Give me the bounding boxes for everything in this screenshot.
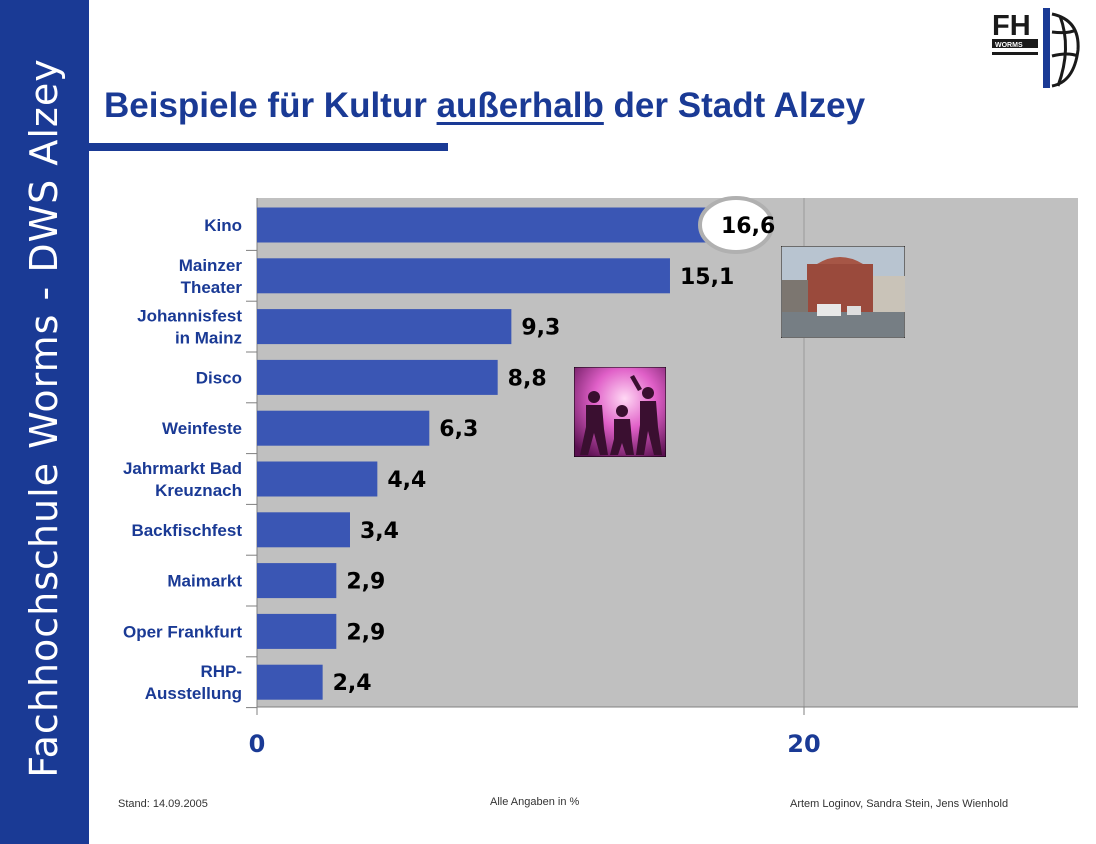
- value-label-7: 2,9: [346, 570, 385, 595]
- bar-3: [257, 359, 498, 395]
- bar-7: [257, 563, 337, 599]
- category-label-1: Mainzer Theater: [179, 256, 243, 297]
- highlight-ring: [698, 196, 775, 254]
- bar-4: [257, 410, 430, 446]
- category-label-4: Weinfeste: [162, 419, 242, 438]
- logo-band: [992, 39, 1038, 48]
- logo-text: FH: [992, 10, 1031, 42]
- disco-photo: [574, 367, 666, 457]
- title-part-3: der Stadt Alzey: [603, 86, 866, 125]
- footer-note: Alle Angaben in %: [490, 796, 580, 808]
- bar-6: [257, 512, 350, 548]
- chart-marks: 16,6 Kino 15,1 Mainzer Theater 9,3 Johannisfes…: [123, 196, 775, 709]
- value-label-6: 3,4: [360, 519, 399, 544]
- value-label-2: 9,3: [521, 316, 560, 341]
- category-label-8: Oper Frankfurt: [123, 622, 242, 641]
- globe-icon: [1051, 12, 1080, 88]
- footer-date: Stand: 14.09.2005: [118, 798, 208, 810]
- category-label-6: Backfischfest: [131, 521, 242, 540]
- x-tick-label-20: 20: [787, 730, 820, 758]
- category-label-5: Jahrmarkt Bad Kreuznach: [123, 459, 242, 500]
- category-label-9: RHP-Ausstellung: [145, 662, 242, 703]
- category-label-7: Maimarkt: [167, 572, 242, 591]
- value-label-8: 2,9: [346, 620, 385, 645]
- bar-5: [257, 461, 378, 497]
- footer-authors: Artem Loginov, Sandra Stein, Jens Wienho…: [790, 798, 1009, 810]
- value-label-9: 2,4: [333, 671, 372, 696]
- value-label-3: 8,8: [508, 366, 547, 391]
- x-tick-label-0: 0: [249, 730, 266, 758]
- logo-subtext: WORMS: [995, 42, 1023, 49]
- category-label-3: Disco: [196, 368, 242, 387]
- value-label-1: 15,1: [680, 265, 734, 290]
- category-label-2: Johannisfest in Mainz: [137, 307, 242, 348]
- title-part-1: Beispiele für Kultur: [104, 86, 437, 125]
- page-title: Beispiele für Kultur außerhalb der Stadt…: [104, 86, 865, 126]
- sidebar: Fachhochschule Worms - DWS Alzey: [0, 0, 89, 844]
- theater-photo: [781, 246, 905, 338]
- logo-bar: [1043, 8, 1050, 88]
- title-underline-bar: [89, 143, 448, 151]
- value-label-4: 6,3: [439, 417, 478, 442]
- value-label-0: 16,6: [721, 214, 775, 239]
- bar-2: [257, 309, 512, 345]
- bar-0: [257, 207, 712, 243]
- fh-worms-logo: FH WORMS: [992, 8, 1080, 88]
- category-label-0: Kino: [204, 216, 242, 235]
- logo-line: [992, 52, 1038, 55]
- title-part-2: außerhalb: [436, 86, 604, 125]
- value-label-5: 4,4: [387, 468, 426, 493]
- bar-1: [257, 258, 670, 294]
- bar-8: [257, 613, 337, 649]
- bar-9: [257, 664, 323, 700]
